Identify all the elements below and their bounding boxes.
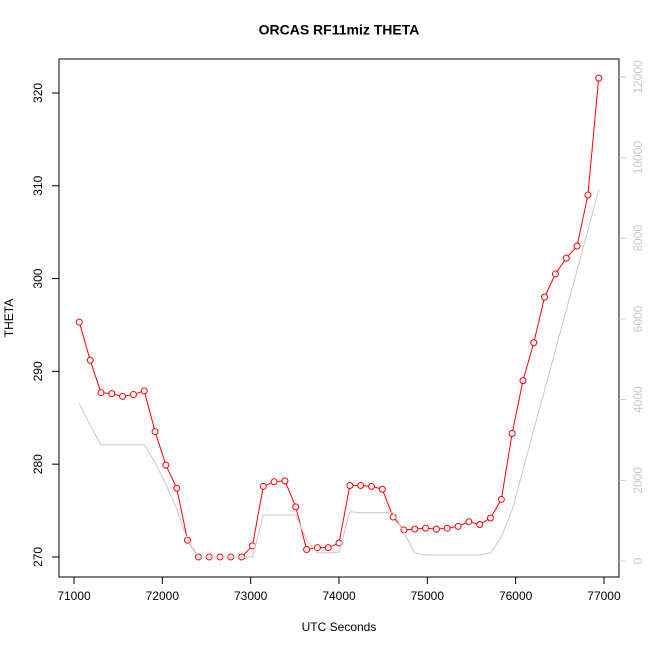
data-point: [335, 539, 343, 547]
chart-title: ORCAS RF11miz THETA: [259, 22, 420, 38]
data-point: [573, 242, 581, 250]
data-point: [432, 525, 440, 533]
data-point: [551, 270, 559, 278]
data-point: [357, 482, 365, 490]
data-point: [86, 356, 94, 364]
x-tick-label: 73000: [234, 589, 268, 603]
data-point: [281, 477, 289, 485]
data-point: [368, 482, 376, 490]
data-point: [151, 428, 159, 436]
data-point: [108, 390, 116, 398]
data-point: [173, 484, 181, 492]
data-point: [162, 461, 170, 469]
y2-tick-label: 8000: [631, 225, 645, 252]
data-point: [486, 514, 494, 522]
data-point: [595, 74, 603, 82]
data-point: [292, 503, 300, 511]
data-point: [541, 293, 549, 301]
y2-tick-label: 10000: [631, 141, 645, 175]
y-axis-label: THETA: [2, 299, 16, 337]
x-tick-label: 77000: [587, 589, 621, 603]
y2-tick-label: 2000: [631, 467, 645, 494]
data-point: [584, 191, 592, 199]
data-point: [346, 482, 354, 490]
data-point: [497, 495, 505, 503]
x-tick-label: 76000: [499, 589, 533, 603]
data-point: [270, 478, 278, 486]
data-point: [411, 525, 419, 533]
y-tick-label: 300: [31, 268, 45, 288]
x-tick-label: 75000: [411, 589, 445, 603]
data-point: [562, 254, 570, 262]
x-tick-label: 74000: [322, 589, 356, 603]
data-point: [75, 318, 83, 326]
data-point: [97, 389, 105, 397]
data-point: [129, 391, 137, 399]
x-axis-label: UTC Seconds: [302, 620, 377, 634]
data-point: [313, 544, 321, 552]
data-point: [476, 520, 484, 528]
series-line: [78, 189, 600, 558]
data-point: [303, 546, 311, 554]
y-tick-label: 310: [31, 175, 45, 195]
data-point: [508, 430, 516, 438]
data-point: [259, 482, 267, 490]
y-tick-label: 290: [31, 361, 45, 381]
y-tick-label: 320: [31, 83, 45, 103]
data-point: [519, 377, 527, 385]
y2-tick-label: 4000: [631, 386, 645, 413]
data-point: [140, 387, 148, 395]
y-tick-label: 270: [31, 547, 45, 567]
data-point: [454, 522, 462, 530]
y2-tick-label: 0: [631, 557, 645, 564]
data-point: [324, 544, 332, 552]
y-tick-label: 280: [31, 454, 45, 474]
data-point: [378, 485, 386, 493]
data-point: [443, 524, 451, 532]
x-tick-label: 71000: [57, 589, 91, 603]
data-point: [530, 339, 538, 347]
y2-tick-label: 12000: [631, 60, 645, 94]
data-point: [422, 524, 430, 532]
data-point: [465, 518, 473, 526]
x-tick-label: 72000: [146, 589, 180, 603]
data-point: [119, 392, 127, 400]
y2-tick-label: 6000: [631, 305, 645, 332]
